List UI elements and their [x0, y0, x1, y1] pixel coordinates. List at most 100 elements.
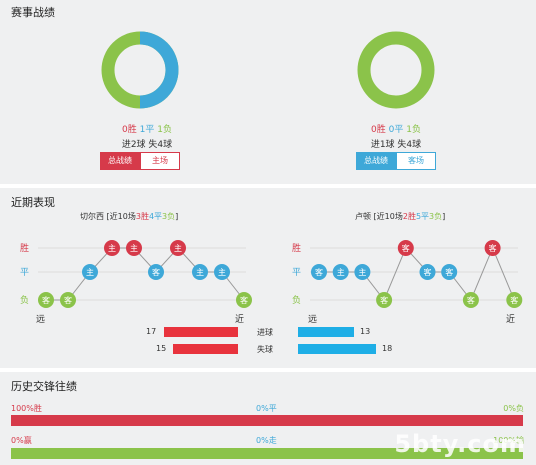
left-record-tabs: 总战绩 主场 — [100, 152, 180, 170]
left-near-label: 近 — [235, 313, 244, 325]
right-form-marker: 主 — [332, 264, 349, 280]
left-record-donut-draw-segment — [139, 31, 179, 109]
right-form-marker-label: 客 — [402, 243, 410, 253]
left-ylabel-draw: 平 — [20, 267, 29, 278]
h2h-title: 历史交锋往绩 — [11, 380, 77, 393]
left-form-marker-dot — [60, 292, 76, 308]
right-form-marker-dot — [376, 292, 393, 308]
right-form-marker-dot — [354, 264, 371, 280]
left-form-marker: 主 — [82, 264, 98, 280]
left-form-marker-dot — [148, 264, 164, 280]
goals-for-right-value: 13 — [360, 327, 371, 336]
left-form-marker: 客 — [60, 292, 76, 308]
right-team-name: 卢顿 — [355, 212, 371, 221]
goals-against-left-value: 15 — [156, 344, 167, 353]
left-record-wdl: 0胜 1平 1负 — [87, 122, 207, 135]
right-form-marker-label: 主 — [358, 267, 366, 277]
watermark: 5bty.com — [394, 430, 526, 458]
right-form-marker-label: 客 — [445, 267, 453, 277]
left-form-marker-dot — [236, 292, 252, 308]
right-form-marker: 客 — [462, 292, 479, 308]
right-form-marker: 主 — [354, 264, 371, 280]
right-form-marker: 客 — [376, 292, 393, 308]
right-tab-total[interactable]: 总战绩 — [356, 152, 396, 170]
right-record-donut — [357, 31, 435, 109]
left-form-marker: 客 — [38, 292, 54, 308]
left-form-marker: 主 — [126, 240, 142, 256]
right-losses: 1负 — [406, 125, 421, 135]
left-ylabel-win: 胜 — [20, 243, 29, 254]
left-form-marker: 主 — [192, 264, 208, 280]
right-form-marker-dot — [397, 240, 414, 256]
left-form-marker-label: 客 — [42, 295, 50, 305]
right-ylabel-win: 胜 — [292, 243, 301, 254]
goals-for-left-value: 17 — [146, 327, 157, 336]
left-wins: 0胜 — [122, 125, 137, 135]
left-form-marker: 主 — [170, 240, 186, 256]
right-record-tabs: 总战绩 客场 — [356, 152, 436, 170]
goals-for-right-bar — [298, 327, 354, 337]
recent-form-chart: 胜 平 负 胜 平 负 远 近 远 近 客客主主 主客主主 主客客主主客客客 客客客客 — [20, 240, 523, 325]
left-record-goals: 进2球 失4球 — [121, 140, 173, 150]
right-record-wdl: 0胜 0平 1负 — [336, 122, 456, 135]
right-form-marker-label: 客 — [510, 295, 518, 305]
right-form-marker: 客 — [506, 292, 523, 308]
right-recent-summary: 卢顿 [近10场2胜5平3负] — [355, 212, 446, 221]
left-form-marker-label: 主 — [108, 243, 116, 253]
right-form-marker-label: 客 — [467, 295, 475, 305]
left-record-donut — [101, 31, 179, 109]
right-form-marker-dot — [462, 292, 479, 308]
h2h-section: 历史交锋往绩 100%胜 0%平 0%负 0%赢 0%走 100%输 5bty.… — [0, 372, 536, 465]
left-ylabel-loss: 负 — [20, 294, 29, 306]
right-far-label: 远 — [308, 314, 317, 325]
left-far-label: 远 — [36, 314, 45, 325]
right-form-marker: 客 — [441, 264, 458, 280]
right-form-marker-dot — [506, 292, 523, 308]
right-ylabel-draw: 平 — [292, 267, 301, 278]
left-form-marker-label: 主 — [130, 243, 138, 253]
left-form-marker-label: 客 — [152, 267, 160, 277]
section-divider — [0, 184, 536, 188]
left-form-marker-label: 客 — [240, 295, 248, 305]
right-near-label: 近 — [506, 313, 515, 325]
left-form-marker-label: 主 — [174, 243, 182, 253]
left-form-marker: 主 — [104, 240, 120, 256]
right-tab-away[interactable]: 客场 — [396, 152, 436, 170]
right-form-marker: 客 — [397, 240, 414, 256]
goals-for-left-bar — [164, 327, 238, 337]
left-form-marker-dot — [170, 240, 186, 256]
left-form-marker-dot — [214, 264, 230, 280]
left-form-marker-dot — [38, 292, 54, 308]
left-form-marker-label: 主 — [196, 267, 204, 277]
left-losses: 1负 — [157, 125, 172, 135]
left-form-marker-label: 主 — [218, 267, 226, 277]
recent-title: 近期表现 — [11, 196, 55, 209]
left-form-marker-dot — [192, 264, 208, 280]
right-form-marker-label: 客 — [489, 243, 497, 253]
right-form-marker-label: 客 — [380, 295, 388, 305]
record-section: 赛事战绩 0胜 1平 1负 进2球 失4球 总战绩 主场 0胜 0平 1负 进1… — [0, 0, 536, 182]
goals-against-right-value: 18 — [382, 344, 393, 353]
left-form-marker: 主 — [214, 264, 230, 280]
record-title: 赛事战绩 — [11, 6, 55, 19]
goals-against-left-bar — [173, 344, 238, 354]
left-tab-total[interactable]: 总战绩 — [100, 152, 140, 170]
right-form-line — [319, 246, 515, 301]
left-recent-summary: 切尔西 [近10场3胜4平3负] — [80, 212, 179, 221]
left-form-marker: 客 — [148, 264, 164, 280]
h2h-row2-right: 100%输 — [493, 436, 524, 445]
right-form-marker-label: 客 — [315, 267, 323, 277]
right-record-goals: 进1球 失4球 — [370, 140, 422, 150]
h2h-row1-bar — [11, 415, 523, 426]
goals-against-right-bar — [298, 344, 376, 354]
left-team-name: 切尔西 — [80, 212, 104, 221]
left-tab-home[interactable]: 主场 — [140, 152, 180, 170]
right-form-marker: 客 — [419, 264, 436, 280]
h2h-row2-left: 0%赢 — [11, 436, 32, 445]
left-form-marker-label: 客 — [64, 295, 72, 305]
right-form-marker-dot — [419, 264, 436, 280]
goals-against-label: 失球 — [257, 345, 273, 354]
right-form-marker-label: 客 — [424, 267, 432, 277]
right-form-marker: 客 — [311, 264, 327, 280]
right-form-marker: 客 — [484, 240, 501, 256]
